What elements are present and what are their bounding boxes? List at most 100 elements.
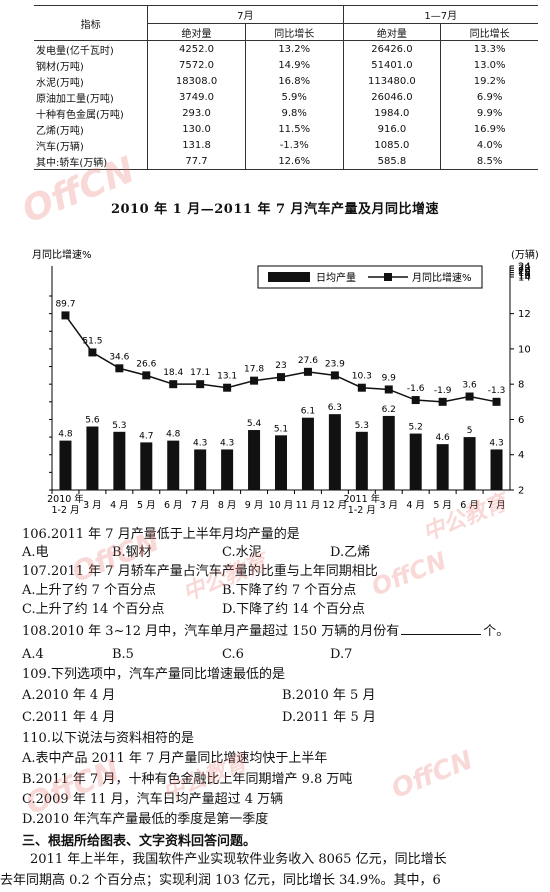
q107-option-d: D.下降了约 14 个百分点 — [222, 602, 365, 617]
bar-data-label: 6.2 — [382, 405, 396, 415]
bar-data-label: 5.4 — [247, 419, 262, 429]
x-tick-label: 12 月 — [323, 500, 348, 511]
ytd-yoy-cell: 13.0% — [473, 59, 506, 71]
question-108-text: 108.2010 年 3~12 月中，汽车单月产量超过 150 万辆的月份有 — [22, 624, 400, 639]
july-yoy-cell: 16.8% — [245, 73, 344, 89]
ytd-yoy-cell: 9.9% — [476, 107, 503, 119]
bar — [463, 437, 476, 490]
bar-data-label: 5.3 — [112, 421, 126, 431]
q106-option-c: C.水泥 — [222, 545, 262, 560]
july-abs-cell: 293.0 — [147, 105, 246, 121]
bar — [248, 430, 261, 490]
q106-option-a: A.电 — [22, 545, 49, 560]
indicator-cell: 乙烯(万吨) — [34, 121, 149, 137]
table-row: 钢材(万吨) 7572.0 14.9% 51401.0 13.0% — [34, 57, 538, 73]
table-row: 原油加工量(万吨) 3749.0 5.9% 26046.0 6.9% — [34, 89, 538, 105]
x-tick-label: 10 月 — [269, 500, 294, 511]
legend-line-marker — [384, 273, 392, 281]
x-tick-label: 3 月 — [379, 500, 398, 511]
auto-production-chart: 月同比增速% (万辆) 日均产量 月同比增速% 2468101214161820… — [32, 248, 539, 516]
line-data-label: 18.4 — [163, 368, 183, 378]
q107-option-c: C.上升了约 14 个百分点 — [22, 602, 165, 617]
question-107: 107.2011 年 7 月轿车产量占汽车产量的比重与上年同期相比 — [22, 564, 378, 579]
indicator-cell: 原油加工量(万吨) — [34, 89, 149, 105]
q109-option-a: A.2010 年 4 月 — [22, 688, 116, 703]
bar — [194, 449, 207, 490]
header-indicator: 指标 — [34, 6, 149, 41]
right-tick-label: 2 — [518, 486, 524, 497]
line-marker — [411, 396, 420, 405]
line-marker — [277, 373, 285, 382]
q106-option-b: B.钢材 — [112, 545, 152, 560]
header-jul-yoy: 同比增长 — [245, 23, 344, 41]
bar-data-label: 6.3 — [328, 403, 342, 413]
question-110: 110.以下说法与资料相符的是 — [22, 731, 194, 746]
x-tick-label: 7 月 — [191, 500, 210, 511]
july-abs-cell: 3749.0 — [147, 89, 246, 105]
july-yoy-cell: 14.9% — [245, 57, 344, 73]
x-tick-label: 5 月 — [433, 500, 452, 511]
right-axis-label: (万辆) — [511, 248, 539, 261]
line-data-label: -1.9 — [434, 386, 452, 396]
line-data-label: 23 — [275, 361, 286, 371]
ytd-abs-cell: 26426.0 — [343, 40, 442, 57]
x-tick-label: 11 月 — [296, 500, 321, 511]
bar — [301, 417, 314, 490]
left-axis-label: 月同比增速% — [32, 248, 92, 261]
answer-blank — [401, 622, 482, 635]
line-marker — [438, 397, 447, 406]
question-106: 106.2011 年 7 月产量低于上半年月均产量的是 — [22, 527, 300, 542]
ytd-yoy-cell: 19.2% — [473, 75, 506, 87]
bar-data-label: 5.2 — [409, 423, 423, 433]
bar — [113, 431, 126, 490]
right-tick-label: 10 — [518, 344, 531, 355]
line-marker — [492, 397, 501, 406]
line-marker — [303, 367, 312, 376]
table-row: 十种有色金属(万吨) 293.0 9.8% 1984.0 9.9% — [34, 105, 538, 121]
line-data-label: 23.9 — [325, 359, 345, 369]
bar — [355, 431, 368, 490]
q107-option-a: A.上升了约 7 个百分点 — [22, 583, 157, 598]
line-data-label: -1.6 — [407, 384, 425, 394]
line-marker — [357, 383, 366, 392]
right-tick-label: 14 — [518, 273, 531, 284]
july-abs-cell: 18308.0 — [147, 73, 246, 89]
ytd-yoy-cell: 8.5% — [440, 153, 538, 170]
july-yoy-cell: 12.6% — [245, 153, 344, 170]
q110-option-c: C.2009 年 11 月，汽车日均产量超过 4 万辆 — [22, 792, 284, 807]
bar-data-label: 4.3 — [220, 438, 234, 448]
x-tick-label: 1-2 月 — [51, 505, 79, 516]
paragraph-line-1: 2011 年上半年，我国软件产业实现软件业务收入 8065 亿元，同比增长 — [30, 852, 447, 867]
q108-option-d: D.7 — [330, 647, 353, 662]
bar — [140, 442, 153, 490]
header-jul-abs: 绝对量 — [147, 23, 246, 41]
q110-option-d: D.2010 年汽车产量最低的季度是第一季度 — [22, 812, 269, 827]
watermark-logo: OffCN — [367, 546, 451, 602]
bar — [86, 426, 99, 490]
july-abs-cell: 7572.0 — [147, 57, 246, 73]
x-tick-label: 4 月 — [406, 500, 425, 511]
table-row: 其中:轿车(万辆) 77.7 12.6% 585.8 8.5% — [34, 153, 538, 170]
section-heading: 三、根据所给图表、文字资料回答问题。 — [22, 834, 257, 849]
q109-option-d: D.2011 年 5 月 — [282, 710, 376, 725]
header-jan-jul: 1—7月 — [343, 6, 538, 24]
ytd-yoy-cell: 6.9% — [476, 91, 503, 103]
bar-data-label: 5.1 — [274, 424, 288, 434]
q110-option-b: B.2011 年 7 月，十种有色金融比上年同期增产 9.8 万吨 — [22, 772, 353, 787]
x-tick-label: 6 月 — [164, 500, 183, 511]
right-tick-label: 12 — [518, 309, 531, 320]
bar-data-label: 5.3 — [355, 421, 369, 431]
question-108-suffix: 个。 — [483, 624, 510, 639]
right-tick-label: 16 — [518, 270, 531, 281]
ytd-yoy-cell: 16.9% — [473, 123, 506, 135]
bar-data-label: 5 — [467, 426, 473, 436]
right-tick-label: 8 — [518, 380, 524, 391]
chart-title: 2010 年 1 月—2011 年 7 月汽车产量及月同比增速 — [110, 202, 440, 217]
x-tick-label: 1-2 月 — [348, 505, 376, 516]
right-tick-label: 6 — [518, 415, 524, 426]
bar-data-label: 4.8 — [58, 430, 73, 440]
bar — [221, 449, 234, 490]
bar-data-label: 4.8 — [166, 430, 181, 440]
right-tick-label: 20 — [518, 266, 531, 277]
watermark-logo: OffCN — [387, 745, 478, 805]
